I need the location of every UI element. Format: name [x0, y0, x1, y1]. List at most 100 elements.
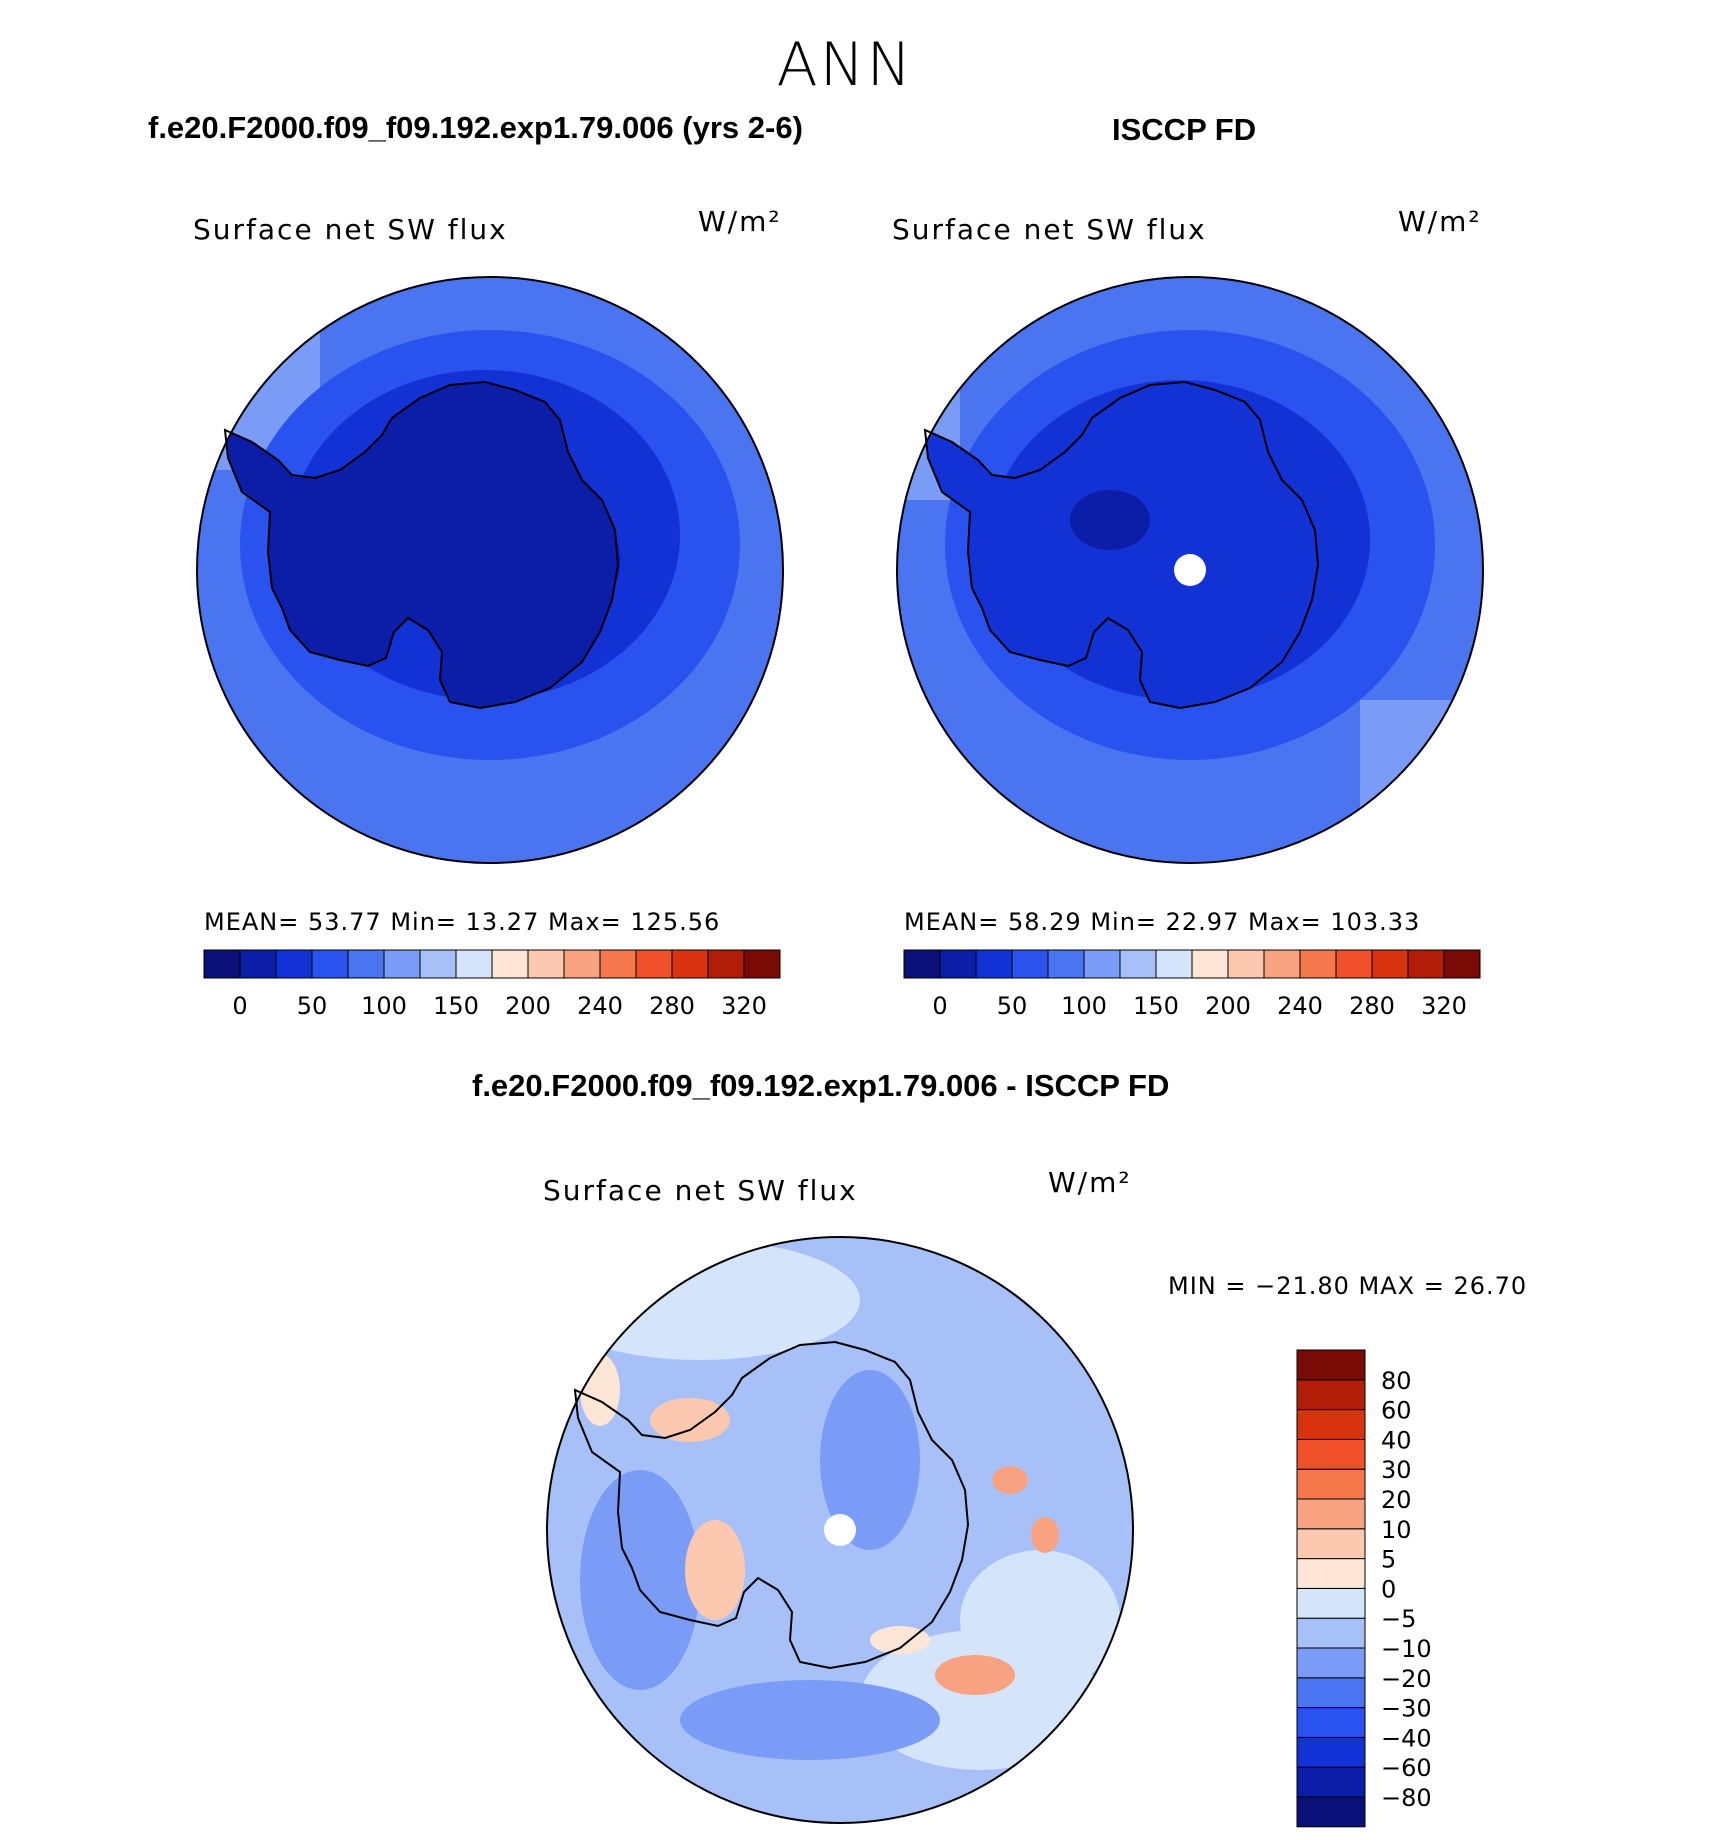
diff-pole-mask [824, 1514, 856, 1546]
diff-colorbar-swatch [1296, 1468, 1366, 1500]
diff-colorbar-swatch [1296, 1587, 1366, 1619]
obs-colorbar-tick-label: 100 [1061, 992, 1107, 1020]
model-colorbar-tick-label: 200 [505, 992, 551, 1020]
model-colorbar-tick-label: 0 [232, 992, 247, 1020]
model-colorbar-swatch [203, 949, 241, 979]
model-map [197, 277, 783, 863]
diff-colorbar-tick-label: 60 [1381, 1397, 1412, 1425]
obs-stats: MEAN= 58.29 Min= 22.97 Max= 103.33 [904, 908, 1421, 936]
model-colorbar-swatch [707, 949, 745, 979]
model-colorbar-tick-label: 50 [297, 992, 328, 1020]
obs-colorbar-swatch [903, 949, 941, 979]
obs-colorbar-swatch [1011, 949, 1049, 979]
diff-variable-label: Surface net SW flux [543, 1174, 858, 1207]
diff-colorbar-swatch [1296, 1677, 1366, 1709]
obs-colorbar: 0 50 100 150 200 240 280 320 [903, 949, 1481, 1020]
diff-colorbar-swatch [1296, 1379, 1366, 1411]
model-colorbar-swatch [275, 949, 313, 979]
obs-map-border [896, 276, 1484, 864]
diff-panel-title: f.e20.F2000.f09_f09.192.exp1.79.006 - IS… [472, 1068, 1170, 1103]
diff-colorbar-tick-label: −20 [1381, 1665, 1432, 1693]
model-colorbar-swatch [311, 949, 349, 979]
model-colorbar-swatch [347, 949, 385, 979]
model-variable-label: Surface net SW flux [193, 213, 508, 246]
obs-colorbar-swatch [975, 949, 1013, 979]
diff-colorbar-tick-label: 40 [1381, 1426, 1412, 1454]
diff-colorbar-tick-label: 80 [1381, 1367, 1412, 1395]
diff-colorbar-swatch [1296, 1736, 1366, 1768]
obs-colorbar-swatch [1119, 949, 1157, 979]
obs-colorbar-tick-label: 320 [1421, 992, 1467, 1020]
diff-colorbar-tick-label: −10 [1381, 1635, 1432, 1663]
model-colorbar-swatch [491, 949, 529, 979]
season-title: ANN [776, 30, 914, 100]
model-panel-title: f.e20.F2000.f09_f09.192.exp1.79.006 (yrs… [148, 110, 803, 145]
diff-colorbar-tick-label: 0 [1381, 1575, 1396, 1603]
diff-colorbar-tick-label: 10 [1381, 1516, 1412, 1544]
model-colorbar-tick-label: 320 [721, 992, 767, 1020]
obs-colorbar-swatch [939, 949, 977, 979]
obs-colorbar-tick-label: 150 [1133, 992, 1179, 1020]
obs-variable-label: Surface net SW flux [892, 213, 1207, 246]
model-colorbar: 0 50 100 150 200 240 280 320 [203, 949, 781, 1020]
model-colorbar-swatch [383, 949, 421, 979]
diff-colorbar-tick-label: −60 [1381, 1754, 1432, 1782]
diff-colorbar-tick-label: 20 [1381, 1486, 1412, 1514]
obs-colorbar-swatch [1407, 949, 1445, 979]
model-colorbar-swatch [419, 949, 457, 979]
diff-colorbar-swatch [1296, 1796, 1366, 1828]
diff-colorbar-swatch [1296, 1409, 1366, 1440]
obs-colorbar-tick-label: 200 [1205, 992, 1251, 1020]
model-colorbar-swatch [455, 949, 493, 979]
diff-units-label: W/m² [1048, 1166, 1132, 1199]
diff-colorbar-tick-label: −80 [1381, 1784, 1432, 1812]
model-colorbar-swatch [635, 949, 673, 979]
diff-colorbar-swatch [1296, 1707, 1366, 1738]
model-colorbar-swatch [563, 949, 601, 979]
diff-colorbar-tick-label: 5 [1381, 1546, 1396, 1574]
model-colorbar-swatch [599, 949, 637, 979]
obs-colorbar-swatch [1443, 949, 1481, 979]
model-colorbar-tick-label: 240 [577, 992, 623, 1020]
model-colorbar-tick-label: 280 [649, 992, 695, 1020]
diff-colorbar-tick-label: −30 [1381, 1695, 1432, 1723]
obs-colorbar-swatch [1047, 949, 1085, 979]
diff-colorbar-swatch [1296, 1528, 1366, 1560]
model-units-label: W/m² [698, 205, 782, 238]
model-stats: MEAN= 53.77 Min= 13.27 Max= 125.56 [204, 908, 721, 936]
model-colorbar-swatch [239, 949, 277, 979]
obs-colorbar-tick-label: 280 [1349, 992, 1395, 1020]
model-colorbar-swatch [671, 949, 709, 979]
model-colorbar-swatch [743, 949, 781, 979]
diff-colorbar-swatch [1296, 1647, 1366, 1679]
diff-colorbar-swatch [1296, 1617, 1366, 1649]
diff-map-border [546, 1236, 1134, 1824]
obs-colorbar-swatch [1299, 949, 1337, 979]
diff-colorbar-tick-label: −40 [1381, 1724, 1432, 1752]
obs-pole-mask [1174, 554, 1206, 586]
model-colorbar-tick-label: 150 [433, 992, 479, 1020]
obs-colorbar-swatch [1335, 949, 1373, 979]
diff-min-max: MIN = −21.80 MAX = 26.70 [1168, 1272, 1528, 1300]
diff-colorbar-tick-label: −5 [1381, 1605, 1416, 1633]
obs-colorbar-tick-label: 0 [932, 992, 947, 1020]
obs-panel-title: ISCCP FD [1112, 112, 1257, 147]
diff-colorbar-swatch [1296, 1438, 1366, 1470]
obs-units-label: W/m² [1398, 205, 1482, 238]
diff-colorbar-swatch [1296, 1349, 1366, 1381]
obs-colorbar-swatch [1155, 949, 1193, 979]
obs-colorbar-swatch [1227, 949, 1265, 979]
model-colorbar-swatch [527, 949, 565, 979]
obs-colorbar-tick-label: 240 [1277, 992, 1323, 1020]
diff-colorbar-swatch [1296, 1498, 1366, 1530]
obs-map [897, 277, 1483, 863]
obs-colorbar-swatch [1191, 949, 1229, 979]
diff-colorbar-tick-label: 30 [1381, 1456, 1412, 1484]
obs-colorbar-tick-label: 50 [997, 992, 1028, 1020]
obs-colorbar-swatch [1083, 949, 1121, 979]
obs-colorbar-swatch [1371, 949, 1409, 979]
obs-colorbar-swatch [1263, 949, 1301, 979]
model-colorbar-tick-label: 100 [361, 992, 407, 1020]
